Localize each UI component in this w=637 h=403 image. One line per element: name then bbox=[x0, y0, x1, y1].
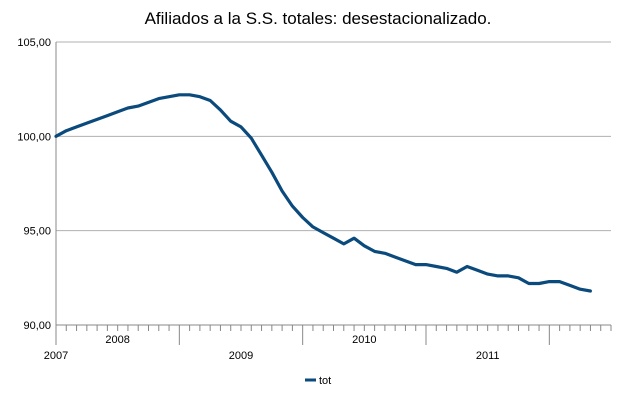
chart-title: Afiliados a la S.S. totales: desestacion… bbox=[145, 9, 492, 28]
legend-label-tot: tot bbox=[319, 375, 331, 387]
y-tick-label: 95,00 bbox=[23, 226, 51, 238]
x-tick-label: 2008 bbox=[105, 334, 129, 346]
x-tick-label: 2009 bbox=[229, 350, 253, 362]
series-line-tot bbox=[54, 93, 592, 293]
y-tick-label: 100,00 bbox=[17, 131, 51, 143]
series-points-tot bbox=[55, 94, 591, 292]
legend: tot bbox=[305, 375, 331, 387]
x-tick-label: 2011 bbox=[476, 350, 500, 362]
x-tick-label: 2010 bbox=[352, 334, 376, 346]
x-tick-label: 2007 bbox=[44, 350, 68, 362]
series-layer bbox=[54, 93, 592, 293]
y-axis-tick-labels: 90,00 95,00 100,00 105,00 bbox=[17, 37, 51, 332]
x-axis: 2007 2008 2009 2010 2011 bbox=[44, 324, 612, 362]
y-tick-label: 90,00 bbox=[23, 320, 51, 332]
y-tick-label: 105,00 bbox=[17, 37, 51, 49]
